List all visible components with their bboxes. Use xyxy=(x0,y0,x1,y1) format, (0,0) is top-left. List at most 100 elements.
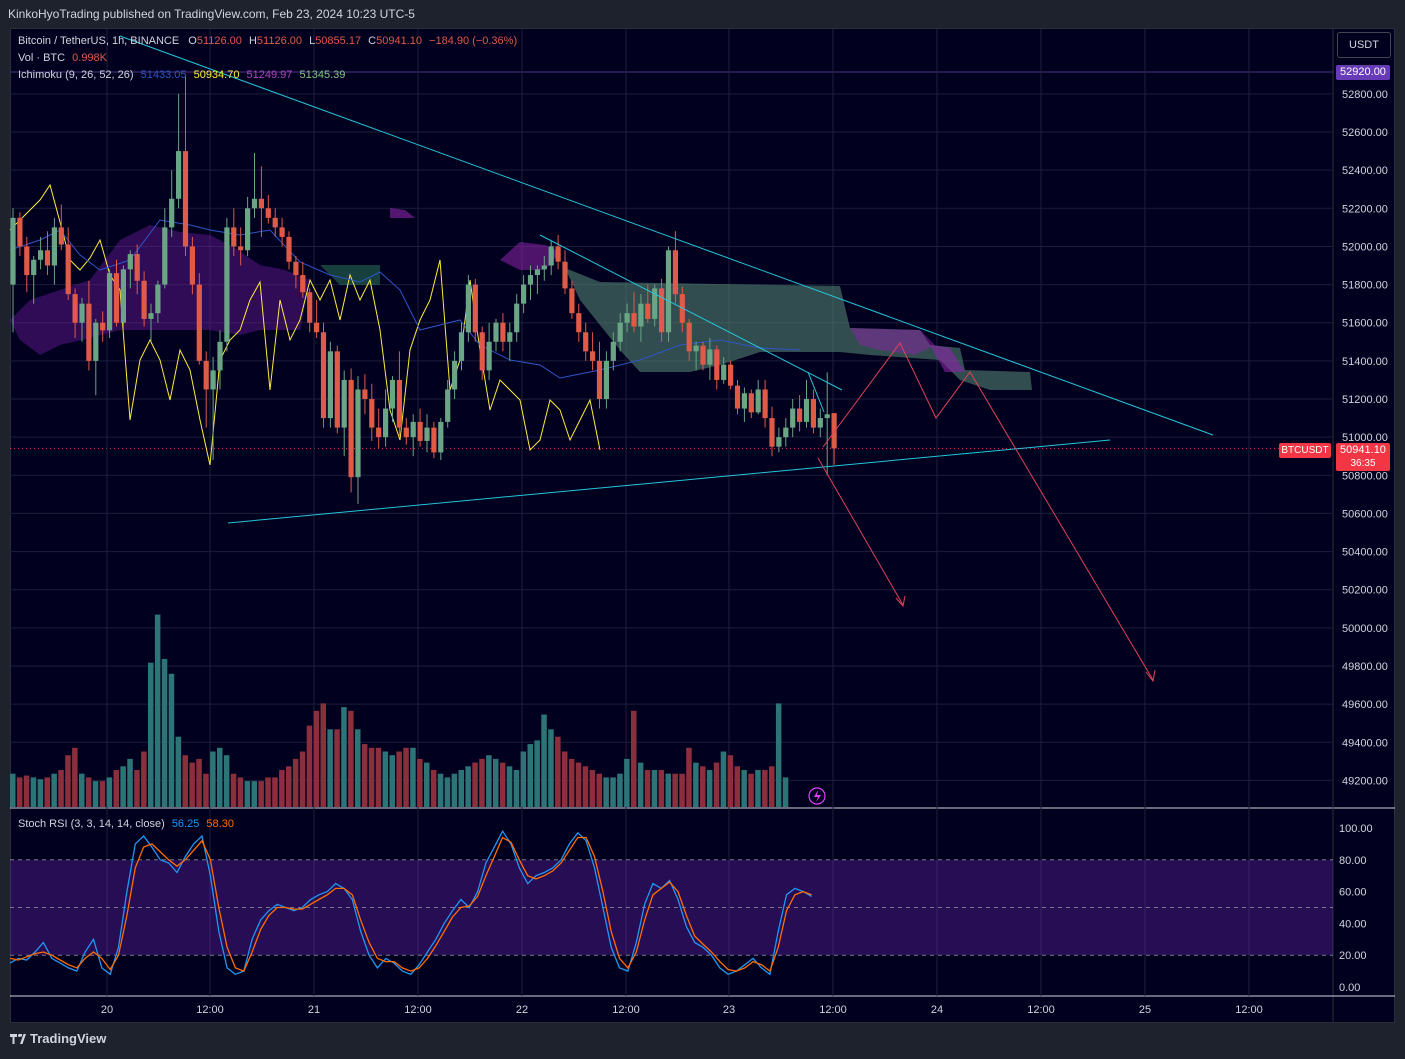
candle-body[interactable] xyxy=(797,408,803,422)
candle-body[interactable] xyxy=(245,208,251,251)
descending-trendline[interactable] xyxy=(119,35,1214,436)
candle-body[interactable] xyxy=(293,261,299,276)
candle-body[interactable] xyxy=(790,408,796,428)
candle-body[interactable] xyxy=(769,418,775,447)
candle-body[interactable] xyxy=(603,360,609,400)
candle-body[interactable] xyxy=(831,413,837,449)
flash-icon[interactable] xyxy=(808,787,826,805)
candle-body[interactable] xyxy=(734,385,741,409)
candle-body[interactable] xyxy=(355,389,361,478)
candle-body[interactable] xyxy=(445,389,451,422)
candle-body[interactable] xyxy=(341,379,347,428)
candle-body[interactable] xyxy=(251,198,258,209)
candle-body[interactable] xyxy=(810,399,816,428)
candle-body[interactable] xyxy=(334,351,340,428)
candle-body[interactable] xyxy=(631,313,637,327)
candle-body[interactable] xyxy=(493,322,499,342)
candle-body[interactable] xyxy=(596,360,603,400)
inner-descending-trendline[interactable] xyxy=(539,234,843,391)
candle-body[interactable] xyxy=(189,246,195,285)
candle-body[interactable] xyxy=(155,284,161,314)
candle-body[interactable] xyxy=(376,427,382,438)
candle-body[interactable] xyxy=(624,313,630,323)
candle-body[interactable] xyxy=(410,421,416,438)
candle-body[interactable] xyxy=(51,227,57,266)
symbol-title[interactable]: Bitcoin / TetherUS, 1h, BINANCE xyxy=(18,35,180,47)
drawings[interactable] xyxy=(119,35,1214,805)
candle-body[interactable] xyxy=(238,246,244,251)
candle-body[interactable] xyxy=(645,303,651,319)
price-axis[interactable]: 52800.00 52600.00 52400.00 52200.00 52000.00… xyxy=(1339,89,1388,994)
candle-body[interactable] xyxy=(617,322,623,342)
projected-drop-line[interactable] xyxy=(817,457,904,606)
candle-body[interactable] xyxy=(424,427,430,441)
candle-body[interactable] xyxy=(383,408,389,438)
candle-body[interactable] xyxy=(86,303,92,361)
candle-body[interactable] xyxy=(93,322,99,361)
candle-body[interactable] xyxy=(741,393,747,409)
candle-body[interactable] xyxy=(203,360,209,390)
candle-body[interactable] xyxy=(127,254,133,270)
candle-body[interactable] xyxy=(762,389,768,419)
candle-body[interactable] xyxy=(824,414,830,419)
candle-body[interactable] xyxy=(396,379,402,428)
candle-body[interactable] xyxy=(817,418,823,428)
candle-body[interactable] xyxy=(672,250,678,295)
candle-body[interactable] xyxy=(162,227,168,285)
candle-body[interactable] xyxy=(258,198,264,209)
candle-body[interactable] xyxy=(541,265,547,270)
candle-body[interactable] xyxy=(44,250,51,266)
candle-body[interactable] xyxy=(707,349,713,365)
candle-body[interactable] xyxy=(590,351,596,361)
candle-body[interactable] xyxy=(217,341,223,371)
candlesticks[interactable] xyxy=(10,74,837,504)
candle-body[interactable] xyxy=(107,273,113,331)
candle-body[interactable] xyxy=(58,227,64,245)
time-axis[interactable]: 20 12:00 21 12:00 22 12:00 23 12:00 24 12:00 25 12:… xyxy=(101,1004,1263,1016)
candle-body[interactable] xyxy=(362,389,368,400)
volume-label[interactable]: Vol · BTC xyxy=(18,52,66,64)
candle-body[interactable] xyxy=(24,246,30,276)
candle-body[interactable] xyxy=(803,399,810,422)
candle-body[interactable] xyxy=(17,217,23,247)
candle-body[interactable] xyxy=(141,280,147,319)
candle-body[interactable] xyxy=(65,244,71,295)
candle-body[interactable] xyxy=(210,370,216,390)
candle-body[interactable] xyxy=(196,284,202,361)
candle-body[interactable] xyxy=(438,421,444,453)
candle-body[interactable] xyxy=(169,198,175,228)
candle-body[interactable] xyxy=(776,437,782,447)
candle-body[interactable] xyxy=(548,246,554,266)
candle-body[interactable] xyxy=(652,288,658,319)
candle-body[interactable] xyxy=(486,341,492,371)
ichimoku-label[interactable]: Ichimoku (9, 26, 52, 26) xyxy=(18,69,134,81)
candle-body[interactable] xyxy=(638,303,644,327)
chart-area[interactable] xyxy=(10,28,1395,1023)
candle-body[interactable] xyxy=(389,379,396,409)
candle-body[interactable] xyxy=(120,269,126,323)
candle-body[interactable] xyxy=(307,292,313,323)
candle-body[interactable] xyxy=(300,275,306,293)
candle-body[interactable] xyxy=(403,427,409,438)
stoch-rsi-pane[interactable] xyxy=(9,829,1333,976)
candle-body[interactable] xyxy=(507,332,513,342)
candle-body[interactable] xyxy=(721,364,727,380)
candle-body[interactable] xyxy=(693,345,699,352)
candle-body[interactable] xyxy=(748,393,754,413)
candle-body[interactable] xyxy=(176,151,182,199)
currency-button[interactable]: USDT xyxy=(1337,32,1391,58)
candle-body[interactable] xyxy=(369,399,375,428)
candle-body[interactable] xyxy=(555,246,561,262)
candle-body[interactable] xyxy=(320,332,327,419)
short-trendline[interactable] xyxy=(807,371,825,413)
candle-body[interactable] xyxy=(569,288,575,314)
candle-body[interactable] xyxy=(327,351,333,419)
candle-body[interactable] xyxy=(458,332,465,361)
candle-body[interactable] xyxy=(431,427,437,453)
candle-body[interactable] xyxy=(100,322,106,331)
tradingview-brand[interactable]: TradingView xyxy=(10,1031,106,1046)
candle-body[interactable] xyxy=(38,250,44,260)
candle-body[interactable] xyxy=(113,273,120,323)
candle-body[interactable] xyxy=(286,236,292,262)
